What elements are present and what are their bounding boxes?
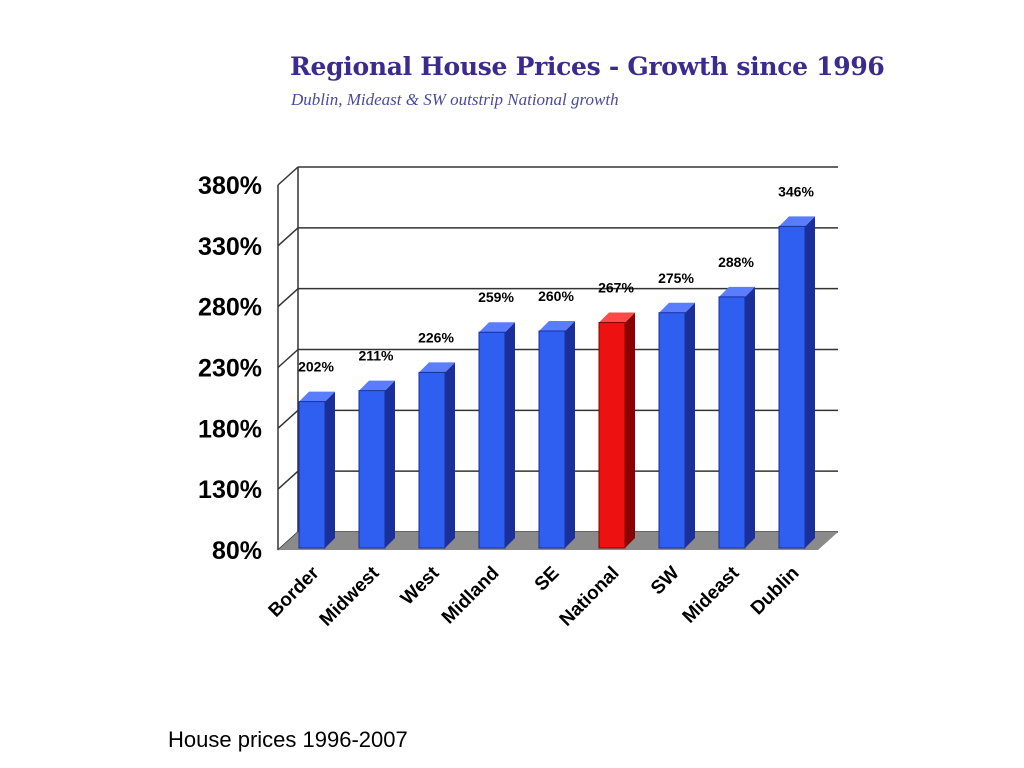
bar-top-3 [479, 322, 515, 333]
bar-top-7 [719, 286, 755, 297]
x-tick-label-dublin: Dublin [747, 563, 804, 620]
bar-top-8 [779, 216, 815, 227]
bar-west [418, 371, 446, 549]
bar-side-4 [565, 321, 575, 548]
data-label-dublin: 346% [778, 183, 814, 199]
bar-mideast [718, 296, 746, 549]
bar-side-0 [325, 391, 335, 548]
chart-subtitle: Dublin, Mideast & SW outstrip National g… [291, 90, 619, 109]
x-tick-label-se: SE [531, 563, 564, 596]
data-label-midland: 259% [478, 289, 514, 305]
gridline-depth-5 [277, 227, 299, 247]
bar-side-2 [445, 362, 455, 548]
bar-se [538, 330, 566, 549]
bar-side-7 [745, 286, 755, 548]
data-label-mideast: 288% [718, 254, 754, 270]
y-tick-label-3: 230% [198, 355, 262, 383]
slide-caption: House prices 1996-2007 [168, 727, 408, 752]
y-tick-label-0: 80% [212, 537, 262, 565]
x-tick-label-border: Border [265, 562, 324, 621]
data-label-national: 267% [598, 279, 634, 295]
y-tick-label-6: 380% [198, 172, 262, 200]
bar-side-6 [685, 302, 695, 548]
x-tick-label-sw: SW [647, 563, 684, 600]
y-tick-label-4: 280% [198, 294, 262, 322]
x-tick-label-mideast: Mideast [679, 562, 744, 627]
x-tick-label-national: National [556, 563, 624, 631]
gridline-depth-1 [277, 470, 299, 490]
bar-sw [658, 312, 686, 549]
bar-side-1 [385, 380, 395, 548]
bar-top-5 [599, 312, 635, 323]
bar-top-2 [419, 362, 455, 373]
bar-border [298, 401, 326, 549]
data-label-border: 202% [298, 359, 334, 375]
bar-side-5 [625, 312, 635, 548]
gridline-depth-3 [277, 348, 299, 369]
data-label-midwest: 211% [358, 348, 394, 364]
bar-top-6 [659, 302, 695, 313]
bar-dublin [778, 225, 806, 549]
bar-top-1 [359, 380, 395, 391]
gridline-depth-2 [277, 409, 299, 429]
data-label-se: 260% [538, 288, 574, 304]
data-label-sw: 275% [658, 270, 694, 286]
bar-side-8 [805, 216, 815, 548]
bar-national [598, 321, 626, 549]
bar-midland [478, 331, 506, 549]
bar-top-4 [539, 321, 575, 331]
bar-side-3 [505, 322, 515, 548]
bar-midwest [358, 390, 386, 549]
y-tick-label-5: 330% [198, 233, 262, 261]
y-tick-label-2: 180% [198, 415, 262, 443]
bar-chart: 80% 130% 180% 230% 280% 330% 380% 202% Border 211… [198, 166, 838, 631]
x-tick-label-midland: Midland [438, 563, 504, 629]
x-tick-label-midwest: Midwest [316, 562, 384, 630]
gridline-depth-4 [277, 288, 299, 308]
chart-title: Regional House Prices - Growth since 199… [290, 52, 885, 81]
y-tick-label-1: 130% [198, 476, 262, 504]
data-label-west: 226% [418, 329, 454, 345]
x-tick-label-west: West [397, 562, 444, 609]
bar-top-0 [299, 391, 335, 402]
gridline-depth-6 [277, 166, 299, 186]
